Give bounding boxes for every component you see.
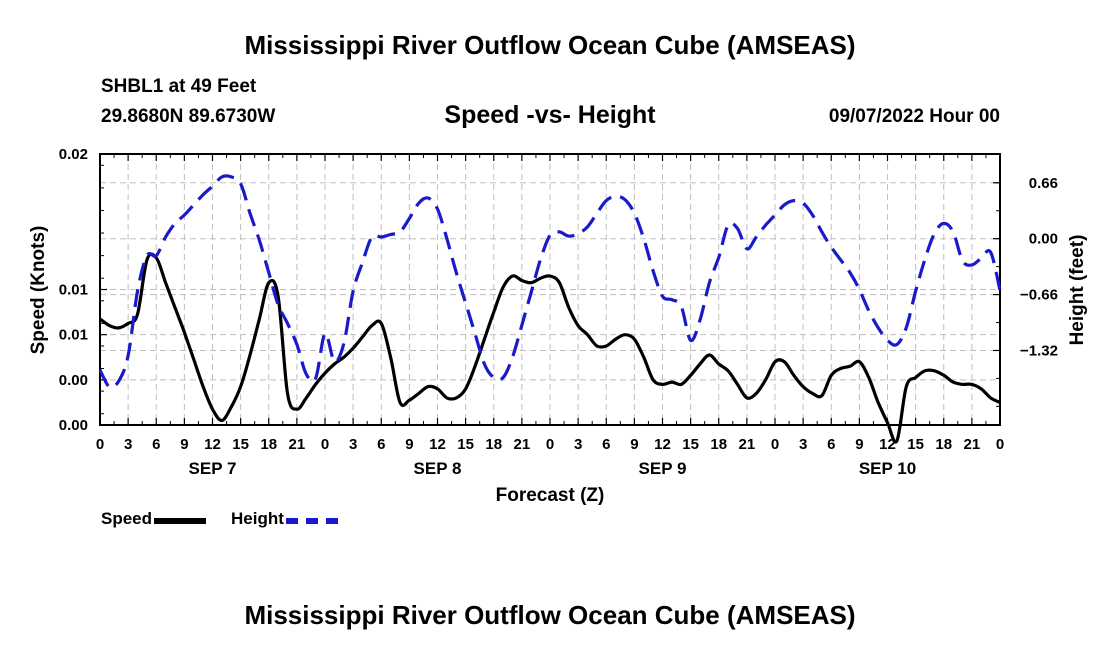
y-tick-label: 0.02 [59, 146, 88, 163]
x-tick-label: 12 [654, 436, 671, 453]
x-tick-label: 15 [907, 436, 924, 453]
day-label: SEP 10 [859, 459, 916, 478]
x-tick-label: 0 [96, 436, 104, 453]
x-tick-label: 9 [405, 436, 413, 453]
x-tick-label: 21 [739, 436, 756, 453]
x-tick-label: 12 [429, 436, 446, 453]
y-tick-label: 0.01 [59, 327, 88, 344]
x-tick-label: 15 [232, 436, 249, 453]
day-label: SEP 7 [189, 459, 237, 478]
forecast-datetime: 09/07/2022 Hour 00 [828, 106, 1000, 127]
y2-tick-label: 0.00 [1029, 231, 1058, 248]
day-label: SEP 9 [639, 459, 687, 478]
y-axis-title: Speed (Knots) [28, 226, 49, 355]
main-title: Mississippi River Outflow Ocean Cube (AM… [244, 30, 856, 60]
x-tick-label: 0 [546, 436, 554, 453]
legend-height-swatch [285, 518, 338, 524]
x-tick-label: 21 [514, 436, 531, 453]
x-axis-title: Forecast (Z) [496, 485, 605, 506]
legend-height: Height [231, 509, 338, 529]
x-tick-label: 9 [180, 436, 188, 453]
x-tick-label: 9 [855, 436, 863, 453]
x-tick-label: 18 [260, 436, 277, 453]
y-tick-label: 0.01 [59, 282, 88, 299]
x-tick-label: 0 [321, 436, 329, 453]
legend-height-label: Height [231, 509, 284, 528]
x-tick-label: 9 [630, 436, 638, 453]
x-tick-label: 3 [349, 436, 357, 453]
x-tick-label: 6 [152, 436, 160, 453]
coordinates-label: 29.8680N 89.6730W [101, 106, 276, 127]
x-tick-label: 0 [996, 436, 1004, 453]
x-tick-label: 12 [879, 436, 896, 453]
legend-speed-label: Speed [101, 509, 153, 528]
x-tick-label: 0 [771, 436, 779, 453]
bottom-title: Mississippi River Outflow Ocean Cube (AM… [244, 600, 856, 630]
y2-tick-label: −1.32 [1020, 342, 1058, 359]
y2-tick-label: −0.66 [1020, 287, 1058, 304]
station-label: SHBL1 at 49 Feet [101, 76, 257, 97]
x-tick-label: 18 [710, 436, 727, 453]
x-tick-label: 6 [827, 436, 835, 453]
x-tick-label: 3 [124, 436, 132, 453]
legend-speed: Speed [101, 509, 207, 529]
x-tick-label: 6 [377, 436, 385, 453]
y2-tick-label: 0.66 [1029, 175, 1058, 192]
day-label: SEP 8 [414, 459, 462, 478]
x-tick-label: 18 [935, 436, 952, 453]
x-tick-label: 15 [682, 436, 699, 453]
x-tick-label: 21 [964, 436, 981, 453]
height-series-line [98, 174, 1002, 390]
y-tick-label: 0.00 [59, 417, 88, 434]
y2-axis-title: Height (feet) [1067, 235, 1088, 346]
x-tick-label: 3 [574, 436, 582, 453]
speed-height-chart: 0 3 6 9 12 15 18 21 0 3 6 9 12 15 18 21 0 3 6 9 12 15 18 21 0 3 6 9… [28, 146, 1088, 506]
x-tick-label: 3 [799, 436, 807, 453]
x-tick-label: 6 [602, 436, 610, 453]
chart-subtitle: Speed -vs- Height [444, 101, 656, 129]
x-tick-label: 12 [204, 436, 221, 453]
x-tick-label: 18 [485, 436, 502, 453]
speed-series-line [99, 252, 1001, 444]
x-tick-label: 21 [289, 436, 306, 453]
legend-speed-swatch [154, 518, 207, 524]
y-tick-label: 0.00 [59, 372, 88, 389]
x-tick-label: 15 [457, 436, 474, 453]
